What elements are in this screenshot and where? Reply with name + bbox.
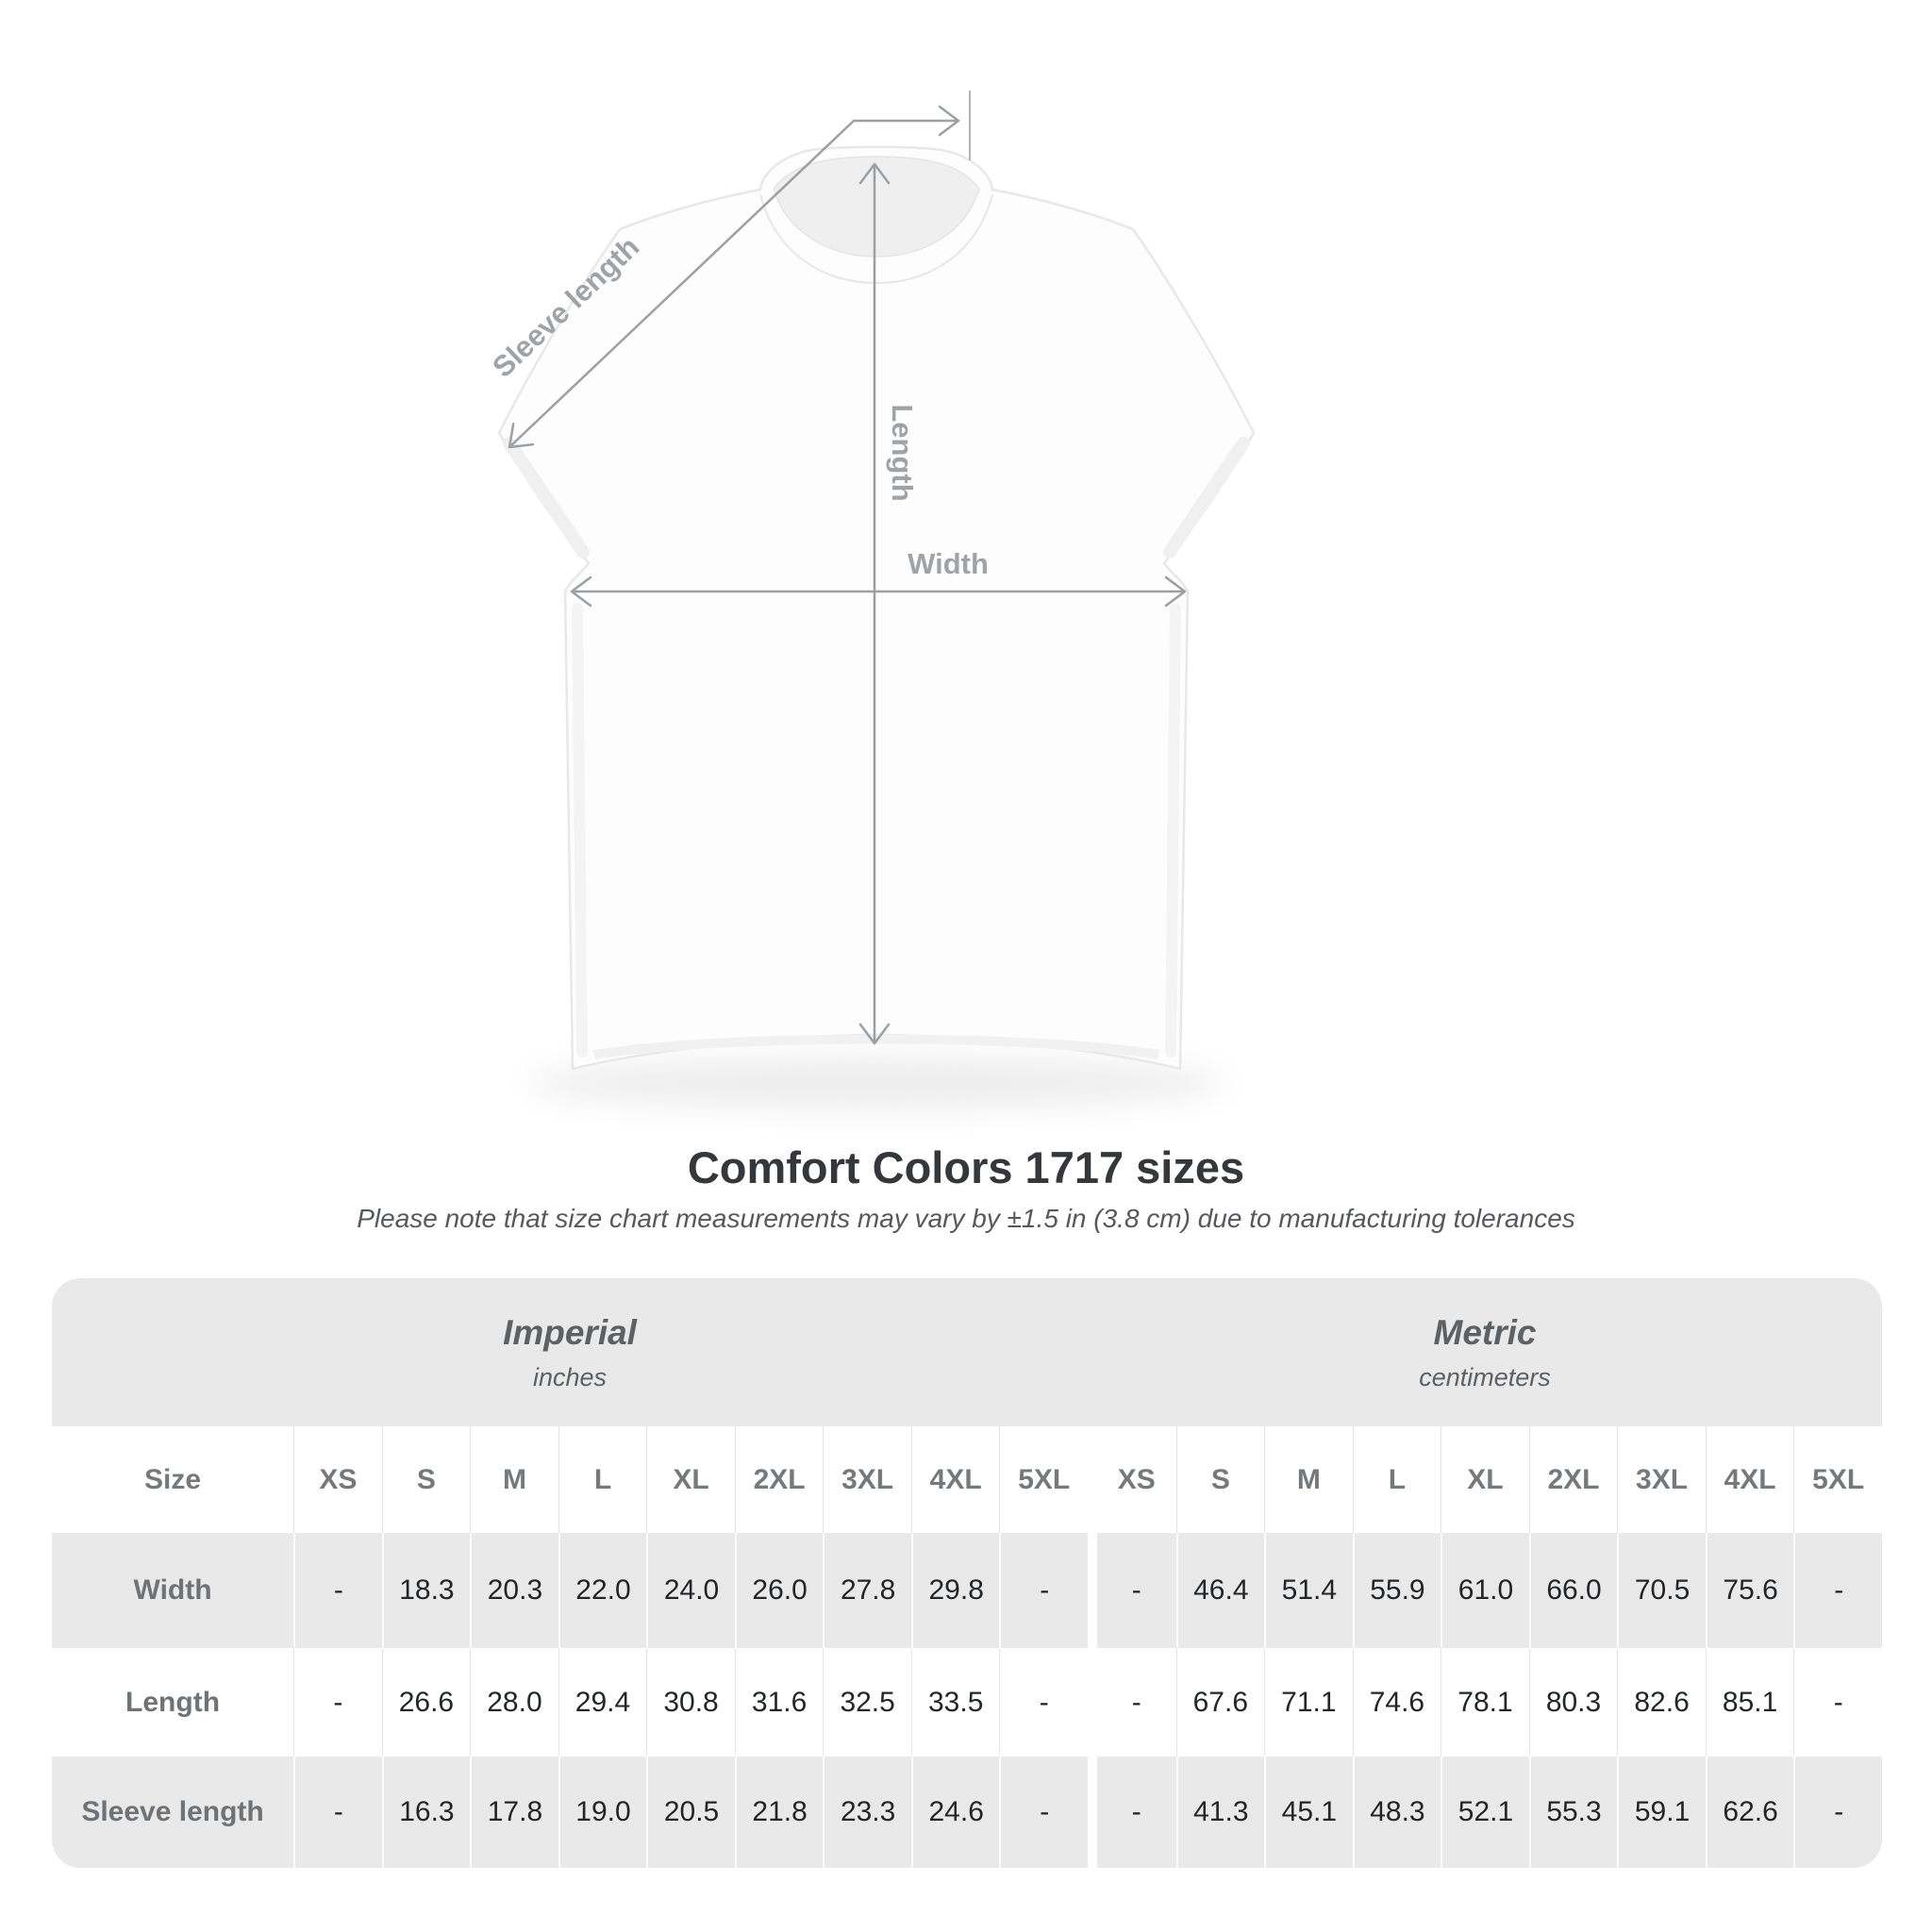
col-header-imperial: S — [381, 1426, 471, 1533]
value-cell: - — [999, 1648, 1088, 1757]
tshirt-diagram: Sleeve length Length Width — [486, 91, 1256, 1109]
value-cell: 26.6 — [381, 1648, 471, 1757]
value-cell: 70.5 — [1617, 1533, 1706, 1648]
size-header-row: Size XS S M L XL 2XL 3XL 4XL 5XL XS S M … — [52, 1426, 1882, 1533]
col-header-imperial: XL — [646, 1426, 735, 1533]
row-label-width: Width — [133, 1574, 212, 1606]
length-row: Length - 26.6 28.0 29.4 30.8 31.6 32.5 3… — [52, 1648, 1882, 1757]
value-cell: 19.0 — [558, 1757, 647, 1868]
sleeve-dimension-line — [508, 105, 960, 449]
value-cell: 24.6 — [910, 1757, 1000, 1868]
value-cell: 67.6 — [1175, 1648, 1265, 1757]
value-cell: 32.5 — [823, 1648, 911, 1757]
metric-group-header: Metric centimeters — [1088, 1278, 1882, 1426]
value-cell: 29.4 — [558, 1648, 647, 1757]
value-cell: - — [1088, 1533, 1176, 1648]
tolerance-note: Please note that size chart measurements… — [357, 1204, 1575, 1233]
value-cell: 20.5 — [646, 1757, 735, 1868]
col-header-imperial: 5XL — [999, 1426, 1088, 1533]
imperial-unit: inches — [532, 1362, 608, 1391]
value-cell: - — [1088, 1757, 1176, 1868]
row-label-length: Length — [125, 1686, 221, 1718]
size-table: Imperial inches Metric centimeters Size … — [52, 1278, 1882, 1868]
value-cell: 29.8 — [910, 1533, 1000, 1648]
col-header-imperial: 3XL — [823, 1426, 911, 1533]
imperial-title: Imperial — [503, 1312, 637, 1352]
shirt-shadow — [527, 1057, 1225, 1109]
value-cell: - — [999, 1757, 1088, 1868]
value-cell: 30.8 — [646, 1648, 735, 1757]
length-label: Length — [886, 404, 919, 501]
value-cell: 85.1 — [1705, 1648, 1794, 1757]
value-cell: 20.3 — [470, 1533, 558, 1648]
value-cell: 52.1 — [1441, 1757, 1529, 1868]
value-cell: 16.3 — [381, 1757, 471, 1868]
value-cell: 45.1 — [1264, 1757, 1353, 1868]
metric-unit: centimeters — [1419, 1362, 1551, 1391]
value-cell: 23.3 — [823, 1757, 911, 1868]
value-cell: 31.6 — [734, 1648, 824, 1757]
value-cell: - — [1088, 1648, 1176, 1757]
value-cell: 55.9 — [1352, 1533, 1441, 1648]
value-cell: 74.6 — [1352, 1648, 1441, 1757]
value-cell: 75.6 — [1705, 1533, 1794, 1648]
col-header-imperial: 4XL — [910, 1426, 1000, 1533]
dimension-lines — [508, 91, 1187, 1045]
col-header-metric: 4XL — [1705, 1426, 1794, 1533]
value-cell: 33.5 — [910, 1648, 1000, 1757]
col-header-metric: 2XL — [1528, 1426, 1618, 1533]
value-cell: 82.6 — [1617, 1648, 1706, 1757]
value-cell: - — [293, 1533, 382, 1648]
value-cell: - — [999, 1533, 1088, 1648]
value-cell: - — [293, 1757, 382, 1868]
imperial-group-header: Imperial inches — [52, 1278, 1088, 1426]
value-cell: 41.3 — [1175, 1757, 1265, 1868]
col-header-metric: 5XL — [1793, 1426, 1882, 1533]
value-cell: 17.8 — [470, 1757, 558, 1868]
value-cell: 26.0 — [734, 1533, 824, 1648]
value-cell: 48.3 — [1352, 1757, 1441, 1868]
value-cell: 27.8 — [823, 1533, 911, 1648]
value-cell: - — [1793, 1533, 1882, 1648]
value-cell: 59.1 — [1617, 1757, 1706, 1868]
size-header: Size — [52, 1426, 294, 1533]
page-title: Comfort Colors 1717 sizes — [687, 1142, 1245, 1192]
value-cell: 51.4 — [1264, 1533, 1353, 1648]
col-header-metric: M — [1264, 1426, 1353, 1533]
value-cell: 22.0 — [558, 1533, 647, 1648]
value-cell: 62.6 — [1705, 1757, 1794, 1868]
col-header-metric: 3XL — [1617, 1426, 1706, 1533]
col-header-imperial: L — [558, 1426, 647, 1533]
value-cell: - — [1793, 1648, 1882, 1757]
sleeve-length-row: Sleeve length - 16.3 17.8 19.0 20.5 21.8… — [52, 1757, 1882, 1868]
value-cell: 71.1 — [1264, 1648, 1353, 1757]
value-cell: - — [293, 1648, 382, 1757]
value-cell: 61.0 — [1441, 1533, 1529, 1648]
value-cell: 18.3 — [381, 1533, 471, 1648]
value-cell: 55.3 — [1528, 1757, 1618, 1868]
width-row: Width - 18.3 20.3 22.0 24.0 26.0 27.8 29… — [52, 1533, 1882, 1648]
value-cell: - — [1793, 1757, 1882, 1868]
width-label: Width — [908, 547, 989, 580]
measurements-table: Size XS S M L XL 2XL 3XL 4XL 5XL XS S M … — [52, 1426, 1882, 1868]
value-cell: 78.1 — [1441, 1648, 1529, 1757]
value-cell: 28.0 — [470, 1648, 558, 1757]
col-header-metric: L — [1352, 1426, 1441, 1533]
row-label-sleeve-length: Sleeve length — [81, 1796, 264, 1827]
col-header-metric: XS — [1088, 1426, 1176, 1533]
value-cell: 46.4 — [1175, 1533, 1265, 1648]
value-cell: 66.0 — [1528, 1533, 1618, 1648]
value-cell: 80.3 — [1528, 1648, 1618, 1757]
metric-title: Metric — [1433, 1312, 1537, 1352]
col-header-metric: S — [1175, 1426, 1265, 1533]
value-cell: 21.8 — [734, 1757, 824, 1868]
value-cell: 24.0 — [646, 1533, 735, 1648]
col-header-imperial: M — [470, 1426, 558, 1533]
col-header-metric: XL — [1441, 1426, 1529, 1533]
col-header-imperial: 2XL — [734, 1426, 824, 1533]
col-header-imperial: XS — [293, 1426, 382, 1533]
unit-band: Imperial inches Metric centimeters — [52, 1278, 1882, 1426]
